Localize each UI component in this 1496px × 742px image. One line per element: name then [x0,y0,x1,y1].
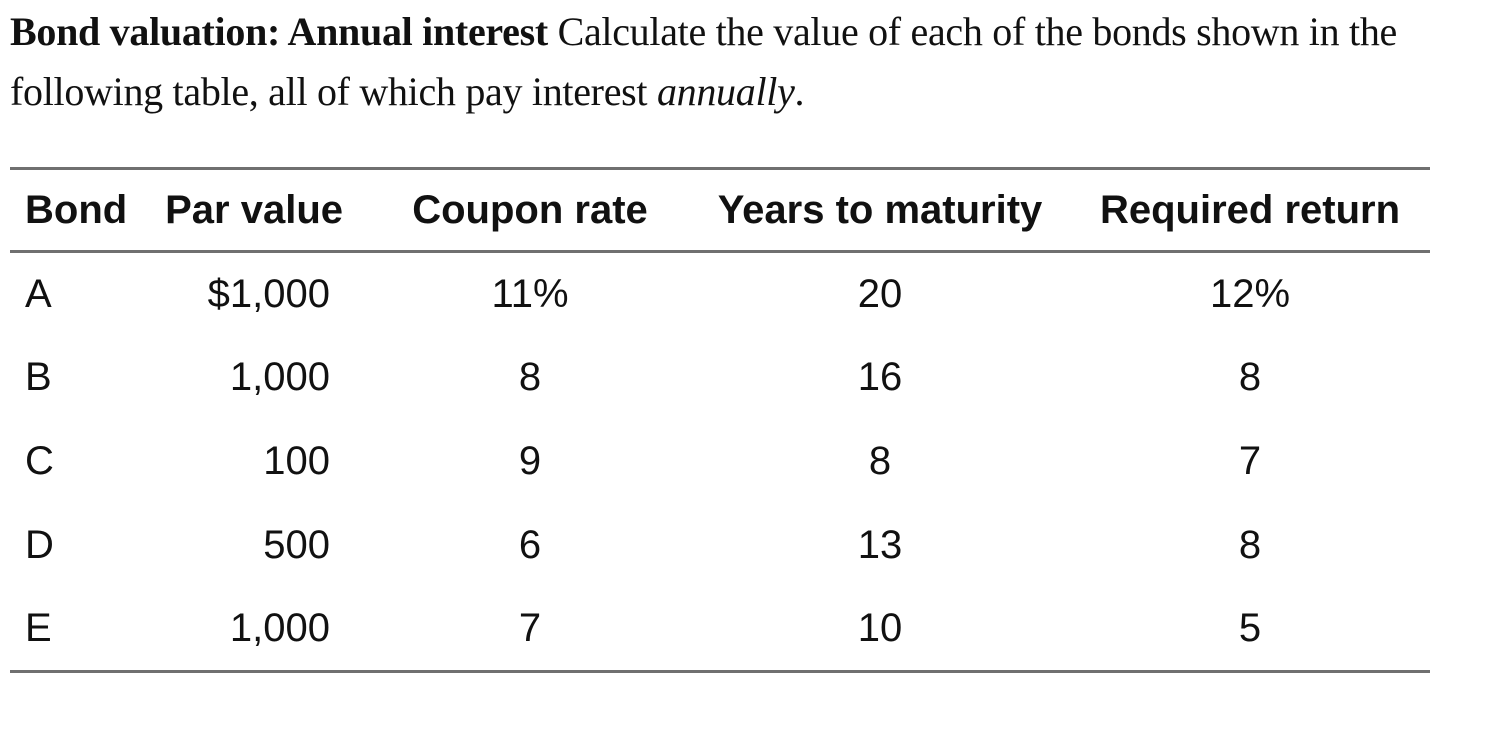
cell-par-value: 1,000 [229,606,330,651]
col-header-years-to-maturity: Years to maturity [690,168,1070,253]
cell-bond: C [25,439,54,483]
cell-coupon-rate: 7 [518,606,542,651]
col-header-coupon-rate: Coupon rate [370,168,690,253]
cell-bond: D [25,523,54,567]
problem-statement: Bond valuation: Annual interest Calculat… [10,0,1442,122]
col-header-par-value: Par value [140,168,370,253]
problem-title: Bond valuation: Annual interest [10,9,548,54]
cell-coupon-rate: 11% [491,271,569,316]
cell-par-value: 100 [263,439,330,483]
cell-required-return: 8 [1238,523,1262,567]
cell-par-value: 1,000 [229,355,330,399]
cell-par-value: 500 [263,523,330,567]
cell-years-to-maturity: 10 [857,606,903,651]
cell-years-to-maturity: 8 [868,439,892,483]
table-row-bond-a: A $1,000 11% 20 12% [10,252,1430,336]
table-row-bond-d: D 500 6 13 8 [10,504,1430,588]
bond-table: Bond Par value Coupon rate Years to matu… [10,167,1430,673]
cell-bond: E [25,606,52,651]
cell-required-return: 12% [1209,271,1291,316]
cell-required-return: 7 [1238,439,1262,483]
table-header-row: Bond Par value Coupon rate Years to matu… [10,168,1430,253]
table-header: Bond Par value Coupon rate Years to matu… [10,168,1430,253]
cell-required-return: 5 [1238,606,1262,651]
col-header-required-return: Required return [1070,168,1430,253]
cell-years-to-maturity: 16 [857,355,903,399]
problem-italic-word: annually [656,69,795,114]
table-row-bond-c: C 100 9 8 7 [10,420,1430,504]
table-body: A $1,000 11% 20 12% B 1,000 8 16 8 C 100… [10,252,1430,672]
cell-coupon-rate: 6 [518,523,542,567]
table-row-bond-b: B 1,000 8 16 8 [10,336,1430,420]
cell-coupon-rate: 8 [518,355,542,399]
problem-text-end: . [794,69,805,114]
problem-text: Calculate the value of each of the bonds… [10,9,1397,114]
cell-years-to-maturity: 13 [857,523,903,567]
cell-required-return: 8 [1238,355,1262,399]
cell-bond: B [25,355,52,399]
col-header-bond: Bond [10,168,140,253]
table-row-bond-e: E 1,000 7 10 5 [10,588,1430,672]
cell-par-value: $1,000 [207,271,330,316]
cell-bond: A [25,271,52,316]
cell-years-to-maturity: 20 [857,271,903,316]
cell-coupon-rate: 9 [518,439,542,483]
